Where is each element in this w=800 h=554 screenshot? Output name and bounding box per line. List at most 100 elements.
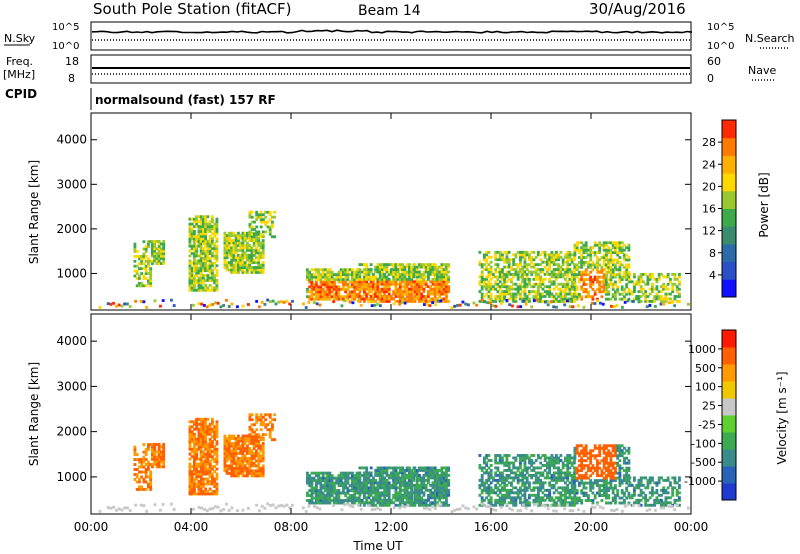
power-cell: [494, 250, 498, 254]
velocity-cell: [197, 440, 201, 444]
power-cell: [433, 290, 437, 294]
power-cell: [539, 285, 543, 289]
velocity-cell: [142, 455, 146, 459]
velocity-cell: [573, 459, 576, 462]
velocity-cell: [252, 464, 256, 468]
power-cell: [376, 297, 380, 301]
velocity-cell: [420, 491, 424, 495]
power-cell: [580, 248, 584, 252]
power-cell: [589, 295, 593, 299]
power-cell: [646, 280, 650, 284]
velocity-cell: [514, 503, 518, 507]
power-cell: [223, 246, 227, 250]
power-cell: [570, 260, 574, 264]
velocity-cell: [147, 443, 150, 447]
power-cell: [552, 268, 556, 271]
power-cell: [387, 282, 391, 286]
power-cell: [324, 292, 327, 296]
velocity-cell: [351, 489, 354, 493]
power-cell: [496, 263, 500, 267]
power-cell: [363, 280, 366, 284]
velocity-cell: [521, 483, 525, 487]
power-cell: [598, 290, 602, 294]
velocity-cell: [436, 471, 439, 475]
power-cell: [501, 253, 504, 257]
power-cell: [215, 232, 219, 236]
power-cell: [573, 273, 577, 277]
power-cell: [255, 215, 259, 219]
power-cell: [487, 290, 491, 294]
velocity-cell: [328, 491, 332, 495]
power-cell: [621, 305, 624, 309]
velocity-cell: [193, 485, 196, 488]
power-cell: [215, 279, 219, 282]
velocity-cell: [378, 483, 382, 487]
power-cell: [480, 270, 484, 274]
power-cell: [523, 297, 527, 301]
power-cell: [223, 253, 227, 257]
power-cell: [566, 265, 570, 269]
power-cell: [188, 281, 192, 285]
power-cell: [255, 248, 258, 252]
power-cell: [383, 285, 387, 289]
velocity-cell: [253, 430, 256, 434]
velocity-cell: [149, 480, 153, 484]
power-cell: [669, 277, 672, 281]
power-cell: [250, 271, 254, 274]
power-cell: [418, 280, 421, 284]
power-cell: [285, 299, 289, 303]
velocity-cell: [239, 466, 243, 470]
power-cell: [199, 242, 203, 246]
velocity-cell: [319, 499, 323, 502]
velocity-cell: [480, 478, 484, 482]
power-cell: [483, 277, 486, 281]
velocity-cell: [317, 481, 321, 485]
velocity-cell: [208, 427, 212, 431]
power-cell: [539, 268, 543, 271]
velocity-cell: [330, 484, 334, 488]
freq-bottom-tick: 8: [68, 72, 75, 85]
power-cell: [261, 251, 265, 255]
velocity-cell: [199, 435, 203, 439]
power-cell: [405, 263, 409, 267]
power-cell: [317, 278, 321, 281]
velocity-cell: [523, 498, 527, 502]
power-cell: [211, 220, 214, 224]
velocity-cell: [514, 498, 518, 502]
power-cell: [208, 227, 212, 231]
power-cell: [530, 255, 534, 259]
power-cell: [190, 247, 194, 251]
power-cell: [566, 287, 570, 291]
power-cell: [429, 285, 433, 289]
velocity-cell: [228, 452, 231, 455]
velocity-cell: [326, 491, 330, 495]
power-cell: [516, 273, 520, 276]
velocity-cell: [424, 503, 428, 507]
power-cell: [151, 249, 154, 253]
power-cell: [605, 273, 608, 277]
power-cell: [480, 280, 484, 284]
velocity-cell: [401, 473, 405, 477]
velocity-cell: [223, 461, 227, 465]
power-cell: [328, 283, 332, 286]
velocity-cell: [193, 457, 196, 461]
velocity-cell: [528, 473, 531, 477]
velocity-cell: [369, 488, 373, 492]
power-cell: [525, 250, 529, 254]
power-cell: [147, 245, 150, 249]
velocity-cell: [208, 475, 212, 478]
power-cell: [157, 257, 161, 261]
velocity-cell: [367, 491, 371, 495]
velocity-cell: [243, 442, 247, 445]
power-cell: [399, 299, 402, 303]
power-cell: [602, 246, 606, 250]
velocity-cell: [151, 462, 154, 466]
velocity-cell: [225, 464, 229, 468]
power-cell: [157, 254, 161, 258]
power-cell: [525, 268, 529, 271]
velocity-cell: [344, 486, 348, 490]
power-cell: [568, 290, 572, 294]
power-cell: [587, 265, 590, 269]
power-cell: [202, 286, 205, 290]
velocity-cell: [374, 468, 378, 472]
